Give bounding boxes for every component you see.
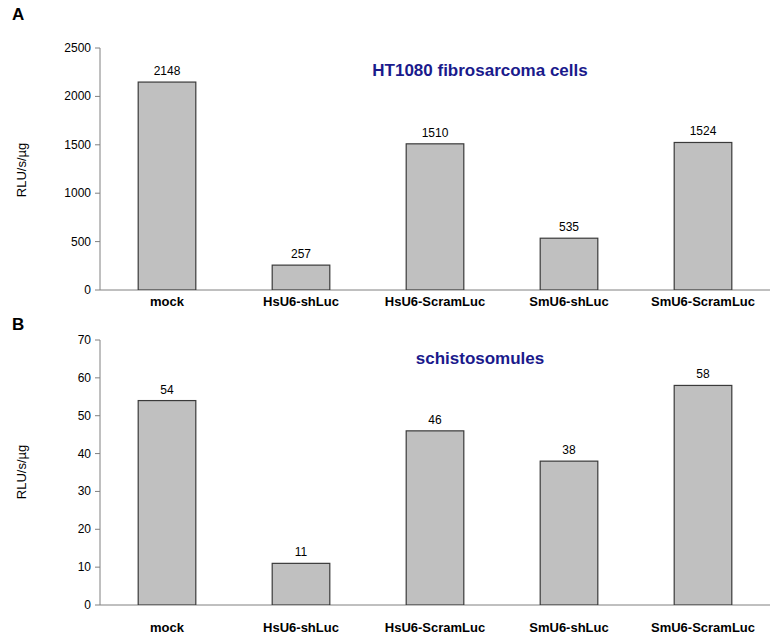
y-tick-label: 50: [78, 409, 92, 423]
y-axis-line: [100, 340, 101, 605]
data-label: 1524: [690, 124, 717, 138]
y-tick: [95, 193, 100, 194]
data-label: 1510: [422, 126, 449, 140]
x-tick-label: SmU6-shLuc: [529, 294, 608, 309]
x-tick-label: mock: [150, 294, 185, 309]
y-tick: [95, 48, 100, 49]
bar: [674, 385, 732, 605]
y-tick-label: 30: [78, 484, 92, 498]
x-tick-label: HsU6-shLuc: [263, 620, 339, 635]
data-label: 257: [291, 247, 311, 261]
y-tick-label: 0: [84, 283, 91, 297]
x-tick-label: HsU6-ScramLuc: [385, 620, 485, 635]
y-tick: [95, 377, 100, 378]
bar: [138, 401, 196, 605]
y-tick-label: 70: [78, 333, 92, 347]
y-tick-label: 1000: [64, 186, 91, 200]
data-label: 11: [295, 545, 308, 559]
chart-title: schistosomules: [416, 349, 545, 368]
y-tick: [95, 340, 100, 341]
bar: [272, 265, 330, 290]
data-label: 535: [559, 220, 579, 234]
y-tick-label: 2000: [64, 89, 91, 103]
panel-label: B: [12, 315, 24, 334]
panel-label: A: [12, 5, 24, 24]
y-tick: [95, 491, 100, 492]
y-tick-label: 1500: [64, 138, 91, 152]
x-tick-label: mock: [150, 620, 185, 635]
chart-root: AHT1080 fibrosarcoma cellsRLU/s/µg050010…: [0, 0, 780, 643]
bar: [272, 563, 330, 605]
bar: [406, 431, 464, 605]
data-label: 54: [160, 383, 174, 397]
y-axis-line: [100, 48, 101, 290]
x-tick-label: HsU6-ScramLuc: [385, 294, 485, 309]
y-tick: [95, 529, 100, 530]
y-tick: [95, 453, 100, 454]
y-tick: [95, 96, 100, 97]
y-axis-label: RLU/s/µg: [14, 143, 29, 197]
x-tick-label: SmU6-ScramLuc: [651, 294, 755, 309]
x-tick-label: SmU6-ScramLuc: [651, 620, 755, 635]
x-tick-label: SmU6-shLuc: [529, 620, 608, 635]
y-tick: [95, 241, 100, 242]
y-tick: [95, 290, 100, 291]
page: {"chart_data": [ {"type": "bar", "title"…: [0, 0, 780, 643]
y-tick-label: 40: [78, 447, 92, 461]
y-tick-label: 500: [71, 235, 91, 249]
data-label: 46: [428, 413, 442, 427]
y-tick: [95, 567, 100, 568]
x-tick-label: HsU6-shLuc: [263, 294, 339, 309]
y-tick: [95, 605, 100, 606]
data-label: 58: [696, 367, 710, 381]
data-label: 38: [562, 443, 576, 457]
y-tick-label: 60: [78, 371, 92, 385]
bar: [406, 144, 464, 290]
y-tick-label: 0: [84, 598, 91, 612]
y-axis-label: RLU/s/µg: [14, 445, 29, 499]
y-tick: [95, 415, 100, 416]
bar: [540, 238, 598, 290]
data-label: 2148: [154, 64, 181, 78]
bars: [138, 82, 732, 290]
chart-svg: AHT1080 fibrosarcoma cellsRLU/s/µg050010…: [0, 0, 780, 643]
y-tick-label: 10: [78, 560, 92, 574]
chart-panel: Bschistosomules RLU/s/µg 0 10 20 30 40 50 60 70 54…: [12, 315, 770, 635]
bar: [138, 82, 196, 290]
chart-panel: A HT1080 fibrosarcoma cells RLU/s/µg 0 500 10…: [12, 5, 770, 309]
y-tick-label: 2500: [64, 41, 91, 55]
y-tick: [95, 144, 100, 145]
chart-title: HT1080 fibrosarcoma cells: [372, 61, 587, 80]
bars: [138, 385, 732, 605]
bar: [674, 142, 732, 290]
y-tick-label: 20: [78, 522, 92, 536]
bar: [540, 461, 598, 605]
